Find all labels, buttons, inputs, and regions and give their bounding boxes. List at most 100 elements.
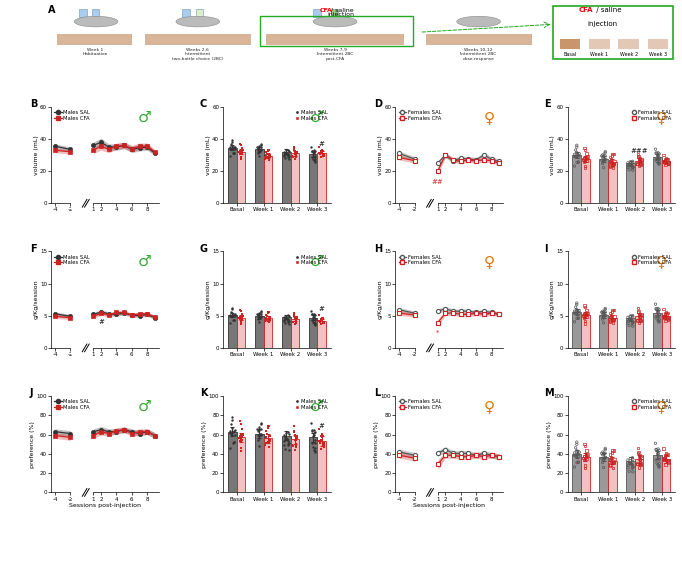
Point bbox=[635, 459, 646, 468]
Point bbox=[609, 160, 620, 169]
Bar bbox=[635, 160, 643, 204]
Point bbox=[627, 312, 638, 321]
Bar bbox=[228, 148, 237, 204]
Legend: Males SAL, Males CFA: Males SAL, Males CFA bbox=[54, 254, 91, 266]
Point bbox=[308, 147, 319, 156]
Point bbox=[606, 313, 617, 322]
Bar bbox=[264, 156, 272, 204]
Bar bbox=[264, 438, 272, 492]
Point bbox=[318, 441, 329, 450]
Point bbox=[604, 162, 615, 171]
Point bbox=[318, 442, 329, 451]
Point bbox=[580, 461, 591, 470]
Point bbox=[571, 452, 582, 461]
Point bbox=[570, 451, 581, 460]
Point bbox=[597, 150, 608, 159]
Text: ♀: ♀ bbox=[484, 110, 494, 125]
Point bbox=[234, 147, 245, 156]
Point bbox=[226, 145, 237, 154]
Point bbox=[609, 315, 620, 324]
Point bbox=[580, 311, 591, 320]
Point bbox=[659, 312, 670, 321]
Point bbox=[623, 162, 634, 171]
Point bbox=[654, 154, 665, 163]
Point bbox=[263, 437, 273, 446]
Point bbox=[625, 315, 636, 324]
Point bbox=[308, 319, 319, 328]
Point bbox=[597, 450, 608, 459]
Point bbox=[579, 451, 590, 460]
Point bbox=[582, 152, 593, 161]
Point bbox=[581, 309, 592, 318]
Point bbox=[659, 313, 670, 322]
Text: L: L bbox=[374, 388, 380, 398]
Point bbox=[230, 425, 241, 434]
Point bbox=[225, 311, 236, 320]
Point bbox=[581, 153, 592, 162]
Point bbox=[662, 451, 672, 460]
Point bbox=[289, 147, 300, 156]
Point bbox=[235, 141, 246, 150]
Bar bbox=[572, 454, 581, 492]
Point bbox=[581, 312, 592, 321]
Point bbox=[318, 314, 329, 323]
Text: ♀: ♀ bbox=[655, 399, 667, 414]
Point bbox=[653, 306, 664, 315]
Point bbox=[652, 450, 663, 459]
Point bbox=[569, 307, 580, 316]
Point bbox=[579, 313, 590, 322]
Point bbox=[627, 163, 638, 172]
Point bbox=[225, 429, 236, 438]
Point bbox=[227, 415, 238, 424]
Point bbox=[252, 424, 263, 433]
Point bbox=[570, 309, 581, 318]
Point bbox=[662, 450, 673, 459]
Point bbox=[261, 151, 271, 160]
Point bbox=[282, 436, 293, 445]
Point bbox=[663, 160, 674, 169]
Point bbox=[255, 430, 266, 439]
Bar bbox=[626, 460, 635, 492]
Point bbox=[573, 458, 584, 467]
Legend: Females SAL, Females CFA: Females SAL, Females CFA bbox=[398, 109, 442, 121]
Text: Week 1: Week 1 bbox=[591, 52, 608, 57]
Point bbox=[282, 150, 293, 159]
Point bbox=[580, 310, 591, 319]
Y-axis label: volume (mL): volume (mL) bbox=[378, 135, 383, 175]
Point bbox=[599, 151, 610, 160]
Point bbox=[309, 312, 320, 321]
Point bbox=[281, 435, 292, 444]
Point bbox=[569, 318, 580, 327]
Point bbox=[632, 459, 642, 468]
Point bbox=[310, 318, 321, 327]
Point bbox=[288, 146, 299, 155]
Point bbox=[636, 310, 647, 319]
Point bbox=[658, 304, 669, 314]
Point bbox=[318, 431, 329, 441]
Point bbox=[609, 454, 620, 463]
Point bbox=[287, 441, 298, 450]
Point bbox=[663, 159, 674, 168]
Point bbox=[659, 157, 670, 166]
Point bbox=[237, 432, 248, 441]
Bar bbox=[317, 441, 326, 492]
Point bbox=[632, 443, 643, 452]
Point bbox=[264, 145, 275, 154]
Point bbox=[235, 153, 246, 162]
Point bbox=[228, 438, 239, 447]
Point bbox=[306, 142, 316, 151]
Point bbox=[579, 153, 590, 162]
Point bbox=[650, 145, 661, 154]
Point bbox=[237, 149, 248, 158]
Point bbox=[253, 422, 264, 431]
Point bbox=[653, 155, 664, 164]
Point bbox=[658, 156, 669, 166]
Point bbox=[654, 305, 665, 314]
Text: ###: ### bbox=[630, 149, 648, 154]
Point bbox=[253, 143, 264, 153]
Point bbox=[634, 460, 645, 469]
Point bbox=[252, 146, 263, 155]
Point bbox=[605, 450, 616, 459]
Point bbox=[280, 149, 291, 158]
Point bbox=[265, 431, 276, 441]
